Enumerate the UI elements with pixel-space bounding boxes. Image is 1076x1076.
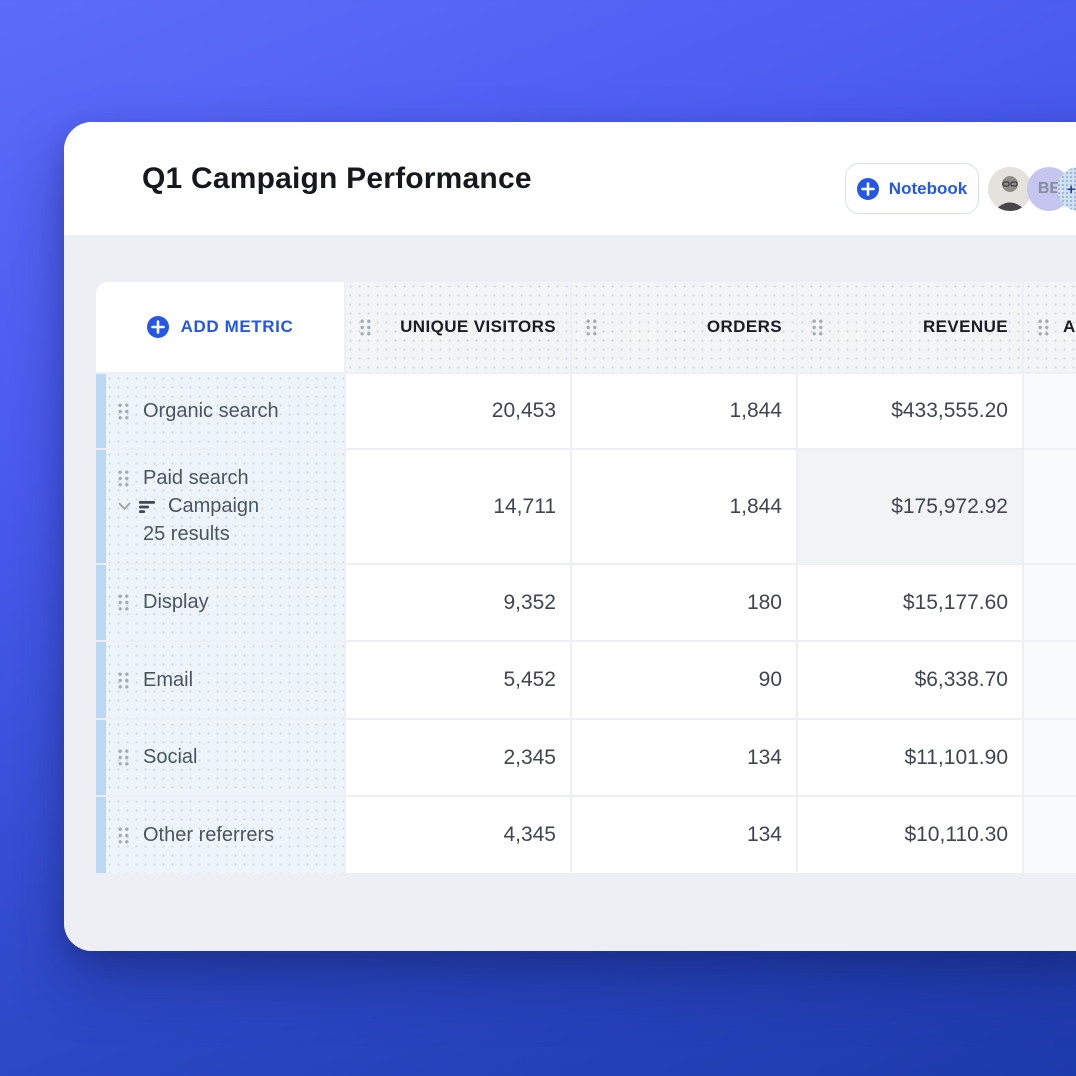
avatar-overflow-label: +12	[1067, 181, 1076, 197]
row-label-text: Organic search	[143, 399, 279, 422]
avatar-photo[interactable]	[988, 167, 1032, 211]
avatar-initials-label: BE	[1037, 180, 1061, 197]
add-metric-label: ADD METRIC	[180, 317, 294, 336]
cell-other-revenue[interactable]: $10,110.30	[798, 797, 1022, 873]
breakdown-bars-icon	[139, 500, 155, 513]
column-header-label: UNIQUE VISITORS	[400, 317, 556, 336]
cell-paid-visitors[interactable]: 14,711	[346, 450, 570, 563]
notebook-button[interactable]: Notebook	[845, 163, 979, 214]
cell-other-orders[interactable]: 134	[572, 797, 796, 873]
metric-table: ADD METRIC UNIQUE VISITORS ORDERS REVENU…	[96, 282, 1076, 873]
drag-handle-icon[interactable]	[586, 319, 597, 336]
cell-email-visitors[interactable]: 5,452	[346, 642, 570, 718]
card-body: ADD METRIC UNIQUE VISITORS ORDERS REVENU…	[64, 282, 1076, 951]
column-header-label: A	[1063, 317, 1076, 336]
row-label-email[interactable]: Email	[96, 642, 344, 718]
card-header: Q1 Campaign Performance Notebook BE	[64, 122, 1076, 235]
cell-social-visitors[interactable]: 2,345	[346, 720, 570, 795]
drag-handle-icon[interactable]	[118, 403, 129, 420]
chevron-down-icon[interactable]	[118, 502, 131, 511]
cell-partial	[1024, 450, 1076, 563]
column-header-unique-visitors[interactable]: UNIQUE VISITORS	[346, 282, 570, 372]
cell-partial	[1024, 797, 1076, 873]
row-label-text: Display	[143, 591, 209, 613]
cell-paid-revenue[interactable]: $175,972.92	[798, 450, 1022, 563]
column-header-orders[interactable]: ORDERS	[572, 282, 796, 372]
page-title: Q1 Campaign Performance	[142, 161, 532, 195]
column-header-label: ORDERS	[706, 317, 782, 336]
drag-handle-icon[interactable]	[118, 470, 129, 487]
drag-handle-icon[interactable]	[1038, 319, 1049, 336]
paid-search-results-line: 25 results	[118, 523, 259, 546]
cell-organic-visitors[interactable]: 20,453	[346, 374, 570, 448]
plus-circle-icon	[146, 316, 169, 338]
column-header-label: REVENUE	[923, 317, 1008, 336]
drag-handle-icon[interactable]	[118, 749, 129, 766]
row-label-text: Social	[143, 746, 198, 768]
breakdown-label-text[interactable]: Campaign	[168, 495, 260, 517]
paid-search-label-stack: Paid search Campaign 25 results	[118, 453, 259, 560]
cell-partial	[1024, 642, 1076, 718]
paid-search-main-line: Paid search	[118, 467, 259, 490]
cell-other-visitors[interactable]: 4,345	[346, 797, 570, 873]
column-header-partial[interactable]: A	[1024, 282, 1076, 372]
cell-email-orders[interactable]: 90	[572, 642, 796, 718]
add-metric-button[interactable]: ADD METRIC	[96, 282, 344, 372]
cell-display-visitors[interactable]: 9,352	[346, 565, 570, 640]
cell-email-revenue[interactable]: $6,338.70	[798, 642, 1022, 718]
paid-search-breakdown-line: Campaign	[118, 495, 259, 518]
person-photo-icon	[988, 167, 1032, 211]
plus-circle-icon	[856, 177, 879, 200]
cell-partial	[1024, 374, 1076, 448]
row-label-organic-search[interactable]: Organic search	[96, 374, 344, 448]
cell-paid-orders[interactable]: 1,844	[572, 450, 796, 563]
row-label-paid-search[interactable]: Paid search Campaign 25 results	[96, 450, 344, 563]
drag-handle-icon[interactable]	[118, 672, 129, 689]
drag-handle-icon[interactable]	[118, 594, 129, 611]
row-label-text: Email	[143, 668, 194, 691]
dashboard-card: Q1 Campaign Performance Notebook BE	[64, 122, 1076, 951]
drag-handle-icon[interactable]	[118, 827, 129, 844]
breakdown-results-text: 25 results	[143, 523, 230, 545]
cell-social-revenue[interactable]: $11,101.90	[798, 720, 1022, 795]
cell-display-revenue[interactable]: $15,177.60	[798, 565, 1022, 640]
column-header-revenue[interactable]: REVENUE	[798, 282, 1022, 372]
row-label-social[interactable]: Social	[96, 720, 344, 795]
row-label-text: Paid search	[143, 467, 249, 489]
cell-organic-revenue[interactable]: $433,555.20	[798, 374, 1022, 448]
row-label-text: Other referrers	[143, 823, 275, 846]
cell-organic-orders[interactable]: 1,844	[572, 374, 796, 448]
drag-handle-icon[interactable]	[360, 319, 371, 336]
row-label-display[interactable]: Display	[96, 565, 344, 640]
notebook-button-label: Notebook	[888, 178, 968, 198]
cell-partial	[1024, 720, 1076, 795]
cell-partial	[1024, 565, 1076, 640]
drag-handle-icon[interactable]	[812, 319, 823, 336]
avatar-overflow-count[interactable]: +12	[1057, 167, 1076, 211]
cell-display-orders[interactable]: 180	[572, 565, 796, 640]
row-label-other-referrers[interactable]: Other referrers	[96, 797, 344, 873]
cell-social-orders[interactable]: 134	[572, 720, 796, 795]
